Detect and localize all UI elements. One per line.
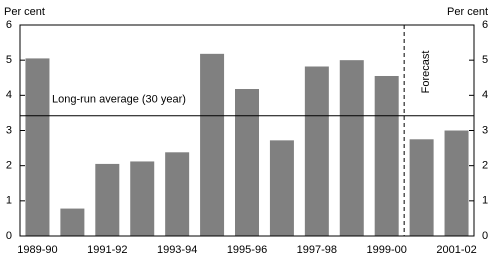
x-tick-label: 1991-92	[87, 244, 127, 256]
bar	[339, 60, 364, 236]
y-axis-title: Per cent	[4, 6, 45, 18]
y-tick-label: 6	[6, 19, 12, 31]
bar	[304, 66, 329, 236]
y-tick-label: 0	[6, 230, 12, 242]
y2-tick-label: 1	[482, 195, 488, 207]
y-tick-label: 2	[6, 160, 12, 172]
bar	[25, 58, 50, 237]
bar	[165, 152, 190, 236]
bar	[60, 208, 85, 236]
x-tick-label: 1997-98	[297, 244, 337, 256]
x-tick-label: 2001-02	[436, 244, 476, 256]
bar	[130, 161, 155, 236]
bar	[269, 140, 294, 236]
y-tick-label: 3	[6, 124, 12, 136]
bar	[95, 163, 120, 236]
y2-tick-label: 5	[482, 54, 488, 66]
y-tick-label: 5	[6, 54, 12, 66]
forecast-label: Forecast	[420, 51, 432, 94]
bar	[235, 89, 259, 237]
plot-frame	[19, 24, 475, 237]
bar	[444, 130, 469, 236]
y2-tick-label: 6	[482, 19, 488, 31]
x-tick-label: 1993-94	[157, 244, 197, 256]
y2-tick-label: 0	[482, 230, 488, 242]
reference-label: Long-run average (30 year)	[52, 94, 186, 106]
y2-axis-title: Per cent	[447, 6, 488, 18]
y2-tick-label: 2	[482, 160, 488, 172]
bar	[200, 53, 225, 236]
x-tick-label: 1989-90	[17, 244, 57, 256]
y-tick-label: 1	[6, 195, 12, 207]
bar	[409, 139, 434, 236]
x-tick-label: 1999-00	[367, 244, 407, 256]
y2-tick-label: 4	[482, 89, 488, 101]
bar	[374, 75, 399, 236]
x-tick-label: 1995-96	[227, 244, 267, 256]
y-tick-label: 4	[6, 89, 12, 101]
y2-tick-label: 3	[482, 124, 488, 136]
